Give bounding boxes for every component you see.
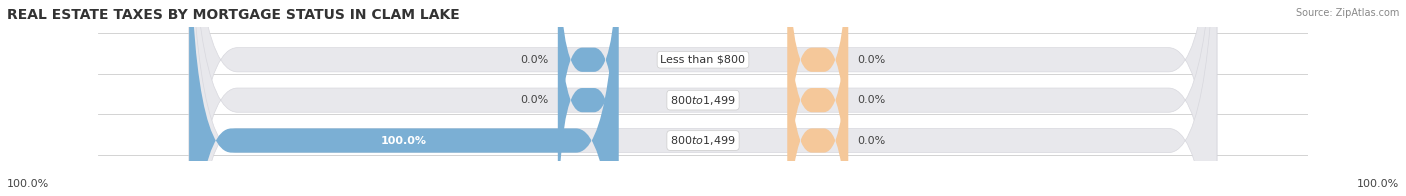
- FancyBboxPatch shape: [787, 0, 848, 196]
- FancyBboxPatch shape: [787, 0, 848, 196]
- FancyBboxPatch shape: [188, 0, 619, 196]
- Text: 0.0%: 0.0%: [858, 55, 886, 65]
- Text: 0.0%: 0.0%: [520, 55, 548, 65]
- FancyBboxPatch shape: [787, 0, 848, 196]
- Text: 100.0%: 100.0%: [381, 135, 427, 145]
- Text: 100.0%: 100.0%: [7, 179, 49, 189]
- Text: 100.0%: 100.0%: [1357, 179, 1399, 189]
- Text: Less than $800: Less than $800: [661, 55, 745, 65]
- Text: 0.0%: 0.0%: [858, 95, 886, 105]
- Text: Source: ZipAtlas.com: Source: ZipAtlas.com: [1295, 8, 1399, 18]
- FancyBboxPatch shape: [188, 0, 1218, 196]
- Text: $800 to $1,499: $800 to $1,499: [671, 94, 735, 107]
- FancyBboxPatch shape: [558, 0, 619, 196]
- Text: 0.0%: 0.0%: [858, 135, 886, 145]
- FancyBboxPatch shape: [188, 0, 1218, 196]
- FancyBboxPatch shape: [188, 0, 1218, 196]
- Text: 0.0%: 0.0%: [520, 95, 548, 105]
- FancyBboxPatch shape: [558, 0, 619, 196]
- Text: REAL ESTATE TAXES BY MORTGAGE STATUS IN CLAM LAKE: REAL ESTATE TAXES BY MORTGAGE STATUS IN …: [7, 8, 460, 22]
- Text: $800 to $1,499: $800 to $1,499: [671, 134, 735, 147]
